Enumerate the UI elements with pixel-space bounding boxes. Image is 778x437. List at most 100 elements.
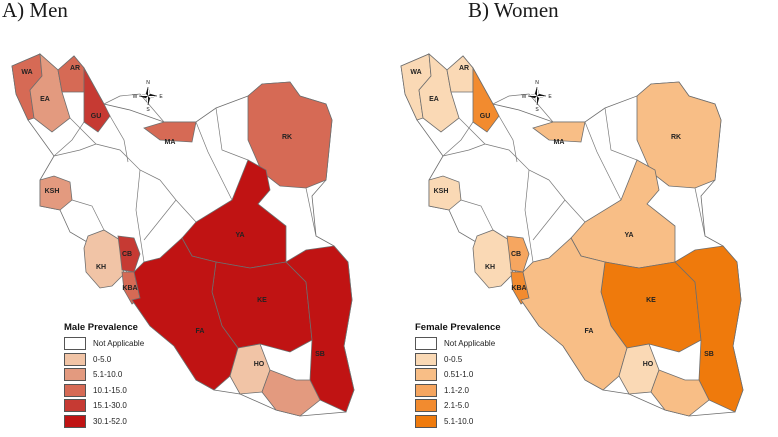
province-label-ke: KE <box>646 297 656 304</box>
province-label-ea: EA <box>429 96 439 103</box>
province-label-kba: KBA <box>122 285 137 292</box>
province-border <box>498 115 518 163</box>
province-border <box>103 93 165 123</box>
legend-label: 0-0.5 <box>444 354 463 364</box>
legend-swatch <box>415 337 437 351</box>
province-label-ea: EA <box>40 96 50 103</box>
legend-item: 2.1-5.0 <box>415 398 501 414</box>
compass-rose-icon: N S E W <box>522 80 553 113</box>
province-kh <box>472 229 514 289</box>
province-label-kh: KH <box>485 264 495 271</box>
compass-w-label: W <box>522 94 527 100</box>
province-border <box>442 143 486 157</box>
legend-item: 0.51-1.0 <box>415 367 501 383</box>
province-label-ar: AR <box>459 65 469 72</box>
legend-item: 30.1-52.0 <box>64 414 144 430</box>
province-border <box>694 187 706 237</box>
legend-title: Female Prevalence <box>415 322 501 333</box>
province-ksh <box>428 175 462 211</box>
legend-swatch <box>64 352 86 366</box>
province-label-ksh: KSH <box>45 188 60 195</box>
legend-swatch <box>64 368 86 382</box>
province-border <box>604 107 638 161</box>
compass-s-label: S <box>146 107 150 113</box>
compass-rose-icon: N S E W <box>133 80 164 113</box>
legend-label: 1.1-2.0 <box>444 385 469 395</box>
province-label-fa: FA <box>196 328 205 335</box>
legend-swatch <box>415 399 437 413</box>
province-label-sb: SB <box>315 351 325 358</box>
legend-label: 5.1-10.0 <box>93 370 123 380</box>
province-fa <box>520 237 628 391</box>
province-ar <box>446 55 474 93</box>
province-label-ya: YA <box>235 232 244 239</box>
legend-item: Not Applicable <box>64 336 144 352</box>
province-border <box>524 169 534 263</box>
legend-item: 5.1-10.0 <box>64 367 144 383</box>
province-ho2 <box>650 369 710 417</box>
compass-n-label: N <box>146 80 150 86</box>
women-prevalence-map: WA EA AR GU MA RK KSH KH CB KBA YA KE FA SB HO N S E W <box>400 53 744 417</box>
province-label-rk: RK <box>282 134 292 141</box>
province-gu <box>472 66 500 133</box>
compass-n-label: N <box>535 80 539 86</box>
province-ksh <box>39 175 73 211</box>
compass-e-label: E <box>159 94 163 100</box>
legend-label: 5.1-10.0 <box>444 416 474 426</box>
province-label-ar: AR <box>70 65 80 72</box>
legend-swatch <box>64 399 86 413</box>
province-label-gu: GU <box>480 113 491 120</box>
compass-e-label: E <box>548 94 552 100</box>
province-label-fa: FA <box>585 328 594 335</box>
province-label-kba: KBA <box>511 285 526 292</box>
province-label-wa: WA <box>410 69 421 76</box>
province-border <box>143 199 177 241</box>
province-label-ma: MA <box>165 139 176 146</box>
province-border <box>53 143 97 157</box>
province-label-ho: HO <box>254 361 265 368</box>
province-border <box>492 93 554 123</box>
legend-label: Not Applicable <box>444 339 496 349</box>
province-border <box>442 121 474 157</box>
legend-swatch <box>415 368 437 382</box>
province-label-gu: GU <box>91 113 102 120</box>
province-label-kh: KH <box>96 264 106 271</box>
legend-item: 1.1-2.0 <box>415 383 501 399</box>
province-border <box>71 199 105 231</box>
legend-swatch <box>64 383 86 397</box>
province-ma <box>532 121 586 143</box>
province-label-cb: CB <box>511 251 521 258</box>
legend-label: 30.1-52.0 <box>93 416 127 426</box>
province-sb <box>674 245 744 413</box>
legend-swatch <box>64 337 86 351</box>
province-border <box>458 117 550 181</box>
province-ho2 <box>261 369 321 417</box>
legend-label: 0-5.0 <box>93 354 112 364</box>
men-panel-title: A) Men <box>2 0 68 22</box>
men-legend: Male Prevalence Not Applicable 0-5.0 5.1-1… <box>64 322 144 429</box>
province-border <box>584 121 622 201</box>
legend-label: 15.1-30.0 <box>93 401 127 411</box>
legend-label: Not Applicable <box>93 339 145 349</box>
province-border <box>135 169 145 263</box>
province-ma <box>143 121 197 143</box>
legend-swatch <box>415 414 437 428</box>
province-label-ke: KE <box>257 297 267 304</box>
province-border <box>109 115 129 163</box>
legend-item: 5.1-10.0 <box>415 414 501 430</box>
men-prevalence-map: WA EA AR GU MA RK KSH KH CB KBA YA KE FA SB HO N S E W <box>11 53 355 417</box>
province-label-ya: YA <box>624 232 633 239</box>
compass-w-label: W <box>133 94 138 100</box>
legend-swatch <box>415 383 437 397</box>
province-fa <box>131 237 239 391</box>
legend-swatch <box>415 352 437 366</box>
province-label-cb: CB <box>122 251 132 258</box>
province-label-wa: WA <box>21 69 32 76</box>
legend-item: 10.1-15.0 <box>64 383 144 399</box>
legend-title: Male Prevalence <box>64 322 138 333</box>
legend-swatch <box>64 414 86 428</box>
legend-item: 15.1-30.0 <box>64 398 144 414</box>
province-border <box>53 121 85 157</box>
province-ar <box>57 55 85 93</box>
province-border <box>532 199 566 241</box>
